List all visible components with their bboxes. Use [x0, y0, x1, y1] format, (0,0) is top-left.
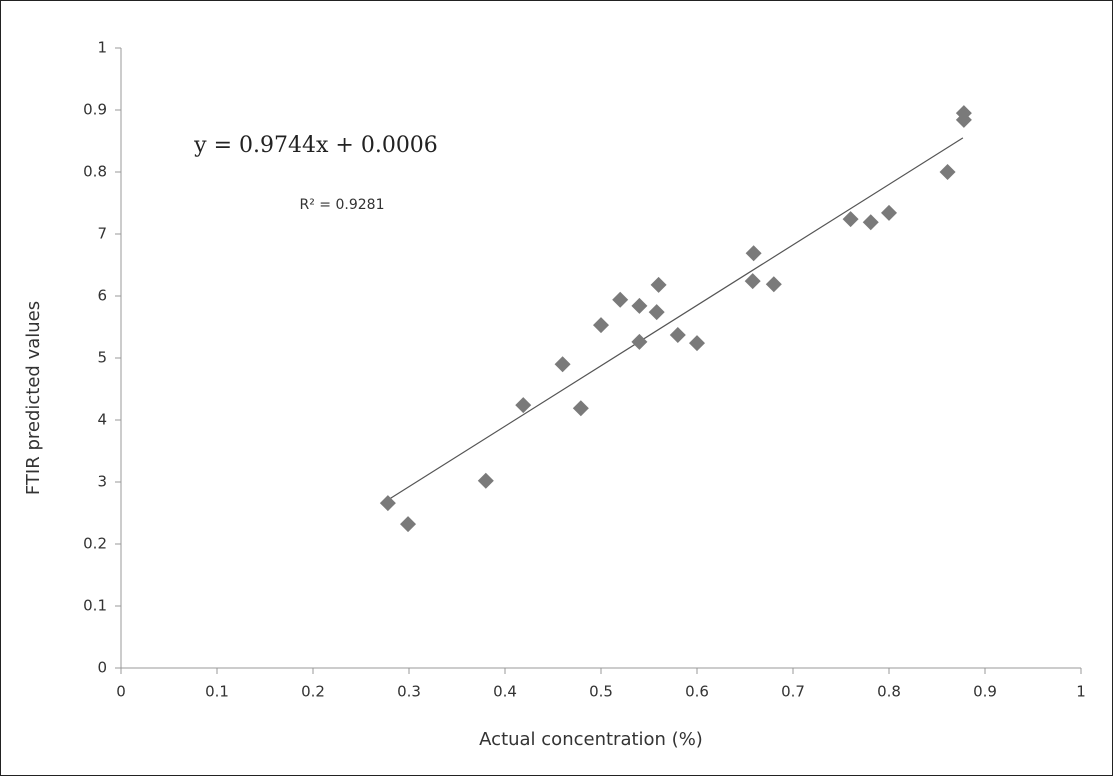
equation: y = 0.9744x + 0.0006	[193, 133, 438, 158]
x-tick-label: 0.6	[685, 683, 709, 701]
point	[862, 214, 879, 231]
x-tick-label: 0.2	[301, 683, 325, 701]
point	[669, 327, 686, 344]
point	[477, 472, 494, 489]
point	[842, 211, 859, 228]
point	[955, 111, 972, 128]
trendline	[389, 137, 964, 500]
point	[572, 400, 589, 417]
y-tick-label: 5	[97, 349, 107, 367]
y-tick-label: 1	[97, 39, 107, 57]
y-tick-label: 0.1	[83, 597, 107, 615]
point	[379, 495, 396, 512]
y-tick-label: 3	[97, 473, 107, 491]
x-tick-label: 1	[1076, 683, 1086, 701]
point	[745, 245, 762, 262]
y-tick-label: 7	[97, 225, 107, 243]
y-axis-title: FTIR predicted values	[23, 301, 44, 495]
point	[554, 356, 571, 373]
y-tick-label: 0.9	[83, 101, 107, 119]
y-tick-label: 4	[97, 411, 107, 429]
x-axis-title: Actual concentration (%)	[479, 729, 703, 750]
x-tick-label: 0.7	[781, 683, 805, 701]
x-tick-label: 0.4	[493, 683, 517, 701]
point	[593, 317, 609, 334]
x-tick-label: 0.1	[205, 683, 229, 701]
point	[400, 516, 417, 533]
y-tick-label: 0.8	[83, 163, 107, 181]
x-tick-label: 0.9	[973, 683, 997, 701]
x-tick-label: 0.8	[877, 683, 901, 701]
point	[612, 291, 629, 308]
point	[744, 273, 761, 290]
r-squared: R² = 0.9281	[300, 197, 385, 213]
y-tick-label: 6	[97, 287, 107, 305]
point	[631, 333, 648, 350]
point	[939, 164, 956, 180]
point	[650, 276, 667, 293]
point	[765, 276, 782, 293]
point	[689, 335, 705, 352]
point	[631, 297, 648, 314]
point	[515, 397, 532, 414]
point	[648, 304, 665, 321]
x-tick-label: 0.5	[589, 683, 613, 701]
x-tick-label: 0.3	[397, 683, 421, 701]
y-tick-label: 0	[97, 659, 107, 677]
x-tick-label: 0	[116, 683, 126, 701]
y-tick-label: 0.2	[83, 535, 107, 553]
point	[881, 204, 897, 221]
